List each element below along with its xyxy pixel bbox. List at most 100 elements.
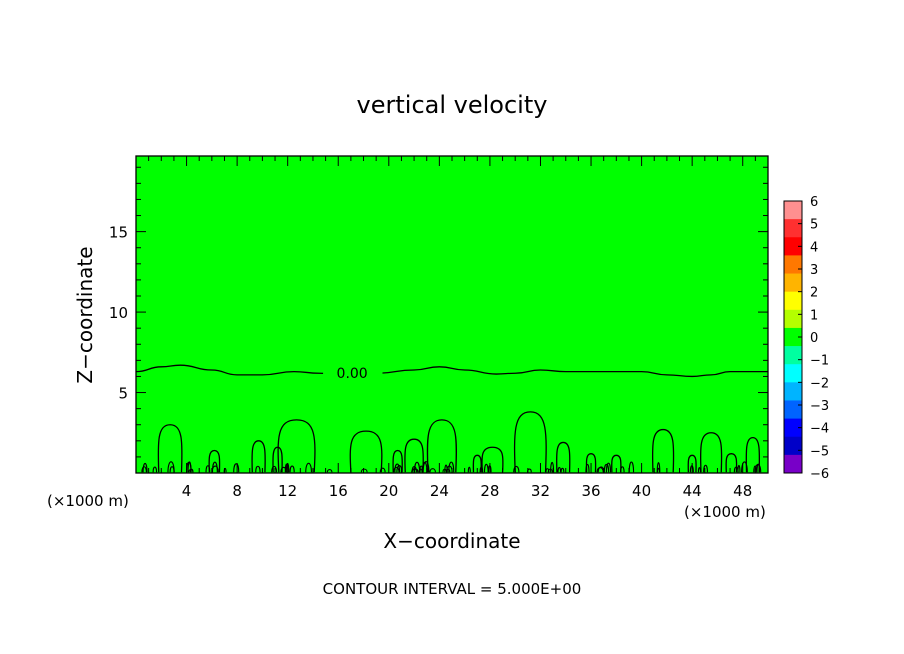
plume-contour xyxy=(272,446,283,473)
x-tick-label: 36 xyxy=(581,482,600,500)
colorbar-swatch xyxy=(784,255,802,274)
zero-contour-line xyxy=(135,364,768,378)
colorbar-swatch xyxy=(784,436,802,456)
surface-contour xyxy=(483,463,489,473)
plume-contour xyxy=(392,449,403,473)
plume-contour xyxy=(513,411,547,473)
surface-contour xyxy=(429,468,436,473)
surface-contour xyxy=(605,462,612,473)
surface-contour xyxy=(152,466,158,473)
surface-contour xyxy=(141,466,147,473)
x-tick-label: 4 xyxy=(182,482,192,500)
surface-contour xyxy=(211,461,218,473)
x-tick-label: 40 xyxy=(632,482,651,500)
colorbar-swatch xyxy=(784,454,802,474)
colorbar-swatch xyxy=(784,382,802,401)
chart-title: vertical velocity xyxy=(357,91,548,119)
colorbar-label: 5 xyxy=(810,218,818,233)
colorbar-swatch xyxy=(784,400,802,419)
plume-contour xyxy=(585,453,597,473)
surface-contour xyxy=(305,462,313,473)
plume-contour xyxy=(745,436,761,473)
surface-contour xyxy=(189,468,194,473)
colorbar-label: −3 xyxy=(810,399,829,414)
surface-contour xyxy=(737,464,741,473)
y-tick-label: 5 xyxy=(118,385,128,403)
surface-contour xyxy=(394,463,401,473)
surface-contour xyxy=(289,465,295,473)
surface-contour xyxy=(142,462,148,473)
surface-contour xyxy=(560,467,565,473)
contour-interval-footer: CONTOUR INTERVAL = 5.000E+00 xyxy=(323,580,582,598)
colorbar: 6 5 4 3 2 1 0 −1 −2 −3 −4 −5 −6 xyxy=(783,195,829,482)
colorbar-swatch xyxy=(784,273,802,293)
x-tick-label: 48 xyxy=(733,482,752,500)
colorbar-label: 4 xyxy=(810,240,818,255)
colorbar-label: 6 xyxy=(810,195,818,210)
surface-contour xyxy=(741,461,748,473)
colorbar-swatch xyxy=(784,327,802,347)
surface-contour xyxy=(620,466,625,473)
x-tick-label: 20 xyxy=(379,482,398,500)
plume-contour xyxy=(556,441,571,473)
surface-contour xyxy=(479,466,484,473)
plume-contour xyxy=(157,424,183,473)
colorbar-label: −6 xyxy=(810,467,829,482)
colorbar-swatch xyxy=(784,364,802,383)
surface-contour xyxy=(557,466,562,473)
surface-contour xyxy=(697,466,701,473)
surface-contour xyxy=(703,464,708,473)
x-unit-left: (×1000 m) xyxy=(47,492,129,510)
surface-contour xyxy=(448,461,455,473)
colorbar-swatch xyxy=(784,219,802,238)
colorbar-swatch xyxy=(784,201,802,220)
colorbar-label: 0 xyxy=(810,331,818,346)
surface-contour xyxy=(271,465,278,473)
plume-contour xyxy=(349,430,383,473)
plume-contour xyxy=(725,453,738,473)
colorbar-swatch xyxy=(784,291,802,311)
x-tick-label: 16 xyxy=(329,482,348,500)
plume-contour xyxy=(481,446,504,473)
plume-contour xyxy=(208,449,221,473)
surface-contour xyxy=(413,461,421,473)
plume-contour xyxy=(651,428,675,473)
colorbar-label: 1 xyxy=(810,308,818,323)
x-tick-label: 24 xyxy=(430,482,449,500)
plume-contour xyxy=(426,419,458,473)
surface-contour xyxy=(255,465,261,473)
x-unit-right: (×1000 m) xyxy=(684,503,766,521)
colorbar-swatch xyxy=(784,346,802,365)
plume-contour xyxy=(611,454,622,473)
surface-contour xyxy=(422,461,430,473)
zero-contour-label: 0.00 xyxy=(337,366,368,382)
colorbar-label: −5 xyxy=(810,444,829,459)
x-tick-label: 12 xyxy=(278,482,297,500)
x-tick-label: 28 xyxy=(480,482,499,500)
x-tick-label: 8 xyxy=(232,482,242,500)
plume-contour xyxy=(699,432,723,473)
surface-contour xyxy=(360,468,368,473)
surface-contour xyxy=(545,468,550,473)
surface-contour xyxy=(205,465,211,473)
surface-contour xyxy=(233,463,240,473)
surface-contour xyxy=(756,463,761,473)
colorbar-label: 2 xyxy=(810,286,818,301)
plume-contour xyxy=(687,454,697,473)
surface-contour xyxy=(442,468,447,473)
plume-contour xyxy=(277,419,316,473)
y-axis-label: Z−coordinate xyxy=(73,246,97,383)
surface-contour xyxy=(467,466,471,473)
surface-contour xyxy=(280,466,287,473)
plume-contour xyxy=(472,454,482,473)
surface-contour xyxy=(379,467,386,473)
surface-contour xyxy=(656,462,661,473)
colorbar-label: −4 xyxy=(810,422,829,437)
x-tick-label: 32 xyxy=(531,482,550,500)
colorbar-swatch xyxy=(784,237,802,256)
surface-contour xyxy=(513,465,520,473)
x-tick-label: 44 xyxy=(683,482,702,500)
colorbar-swatch xyxy=(784,418,802,438)
